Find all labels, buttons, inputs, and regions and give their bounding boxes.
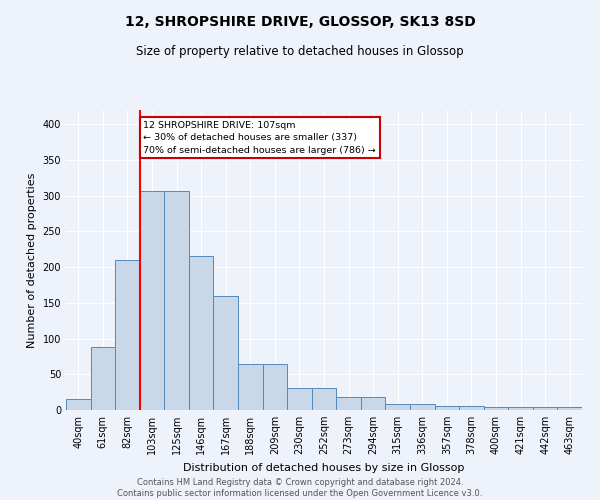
Text: Contains HM Land Registry data © Crown copyright and database right 2024.
Contai: Contains HM Land Registry data © Crown c… bbox=[118, 478, 482, 498]
Text: 12 SHROPSHIRE DRIVE: 107sqm
← 30% of detached houses are smaller (337)
70% of se: 12 SHROPSHIRE DRIVE: 107sqm ← 30% of det… bbox=[143, 120, 376, 154]
Bar bbox=[508, 407, 533, 410]
Bar bbox=[410, 404, 434, 410]
Bar bbox=[434, 406, 459, 410]
Bar bbox=[214, 296, 238, 410]
Bar bbox=[557, 407, 582, 410]
Bar bbox=[287, 388, 312, 410]
Text: 12, SHROPSHIRE DRIVE, GLOSSOP, SK13 8SD: 12, SHROPSHIRE DRIVE, GLOSSOP, SK13 8SD bbox=[125, 15, 475, 29]
Text: Size of property relative to detached houses in Glossop: Size of property relative to detached ho… bbox=[136, 45, 464, 58]
Bar bbox=[484, 407, 508, 410]
Bar bbox=[140, 190, 164, 410]
Bar bbox=[336, 397, 361, 410]
Bar bbox=[164, 190, 189, 410]
Bar bbox=[66, 400, 91, 410]
Bar bbox=[385, 404, 410, 410]
Bar bbox=[312, 388, 336, 410]
Y-axis label: Number of detached properties: Number of detached properties bbox=[27, 172, 37, 348]
Bar bbox=[91, 347, 115, 410]
Bar bbox=[533, 407, 557, 410]
X-axis label: Distribution of detached houses by size in Glossop: Distribution of detached houses by size … bbox=[184, 462, 464, 472]
Bar bbox=[361, 397, 385, 410]
Bar bbox=[238, 364, 263, 410]
Bar bbox=[115, 260, 140, 410]
Bar bbox=[189, 256, 214, 410]
Bar bbox=[263, 364, 287, 410]
Bar bbox=[459, 406, 484, 410]
